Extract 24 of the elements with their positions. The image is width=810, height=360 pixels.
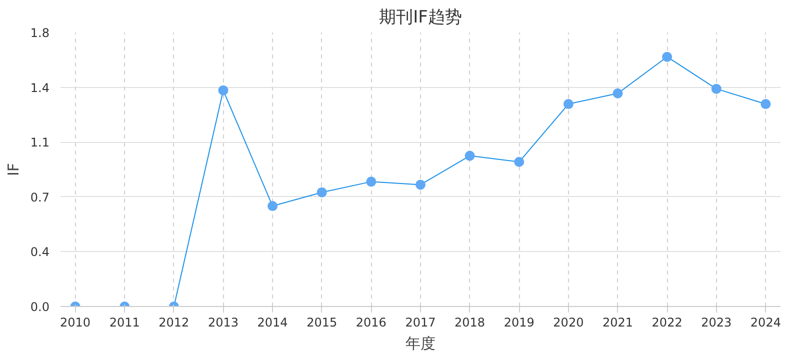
- x-tick-label: 2010: [60, 316, 91, 330]
- x-tick-label: 2017: [405, 316, 436, 330]
- x-tick-label: 2024: [750, 316, 781, 330]
- x-tick-label: 2018: [454, 316, 486, 330]
- x-tick-label: 2014: [257, 316, 288, 330]
- x-tick-label: 2022: [652, 316, 682, 330]
- x-tick-label: 2015: [306, 316, 338, 330]
- y-tick-label: 0.0: [30, 300, 50, 314]
- x-axis-title: 年度: [406, 334, 436, 352]
- y-tick-label: 1.4: [30, 80, 50, 95]
- x-tick-label: 2020: [553, 316, 584, 330]
- y-tick-label: 0.7: [30, 190, 50, 204]
- x-tick-label: 2021: [602, 316, 634, 330]
- x-tick-label: 2023: [701, 316, 732, 330]
- y-axis-title: IF: [4, 162, 22, 176]
- y-tick-label: 0.4: [30, 245, 50, 260]
- chart-title: 期刊IF趋势: [379, 8, 462, 28]
- y-tick-label: 1.8: [30, 26, 50, 40]
- x-tick-label: 2016: [356, 316, 386, 330]
- x-tick-label: 2011: [109, 316, 140, 330]
- x-tick-label: 2019: [504, 316, 534, 330]
- y-tick-label: 1.1: [30, 136, 50, 150]
- x-tick-label: 2012: [158, 316, 190, 330]
- x-tick-label: 2013: [208, 316, 239, 330]
